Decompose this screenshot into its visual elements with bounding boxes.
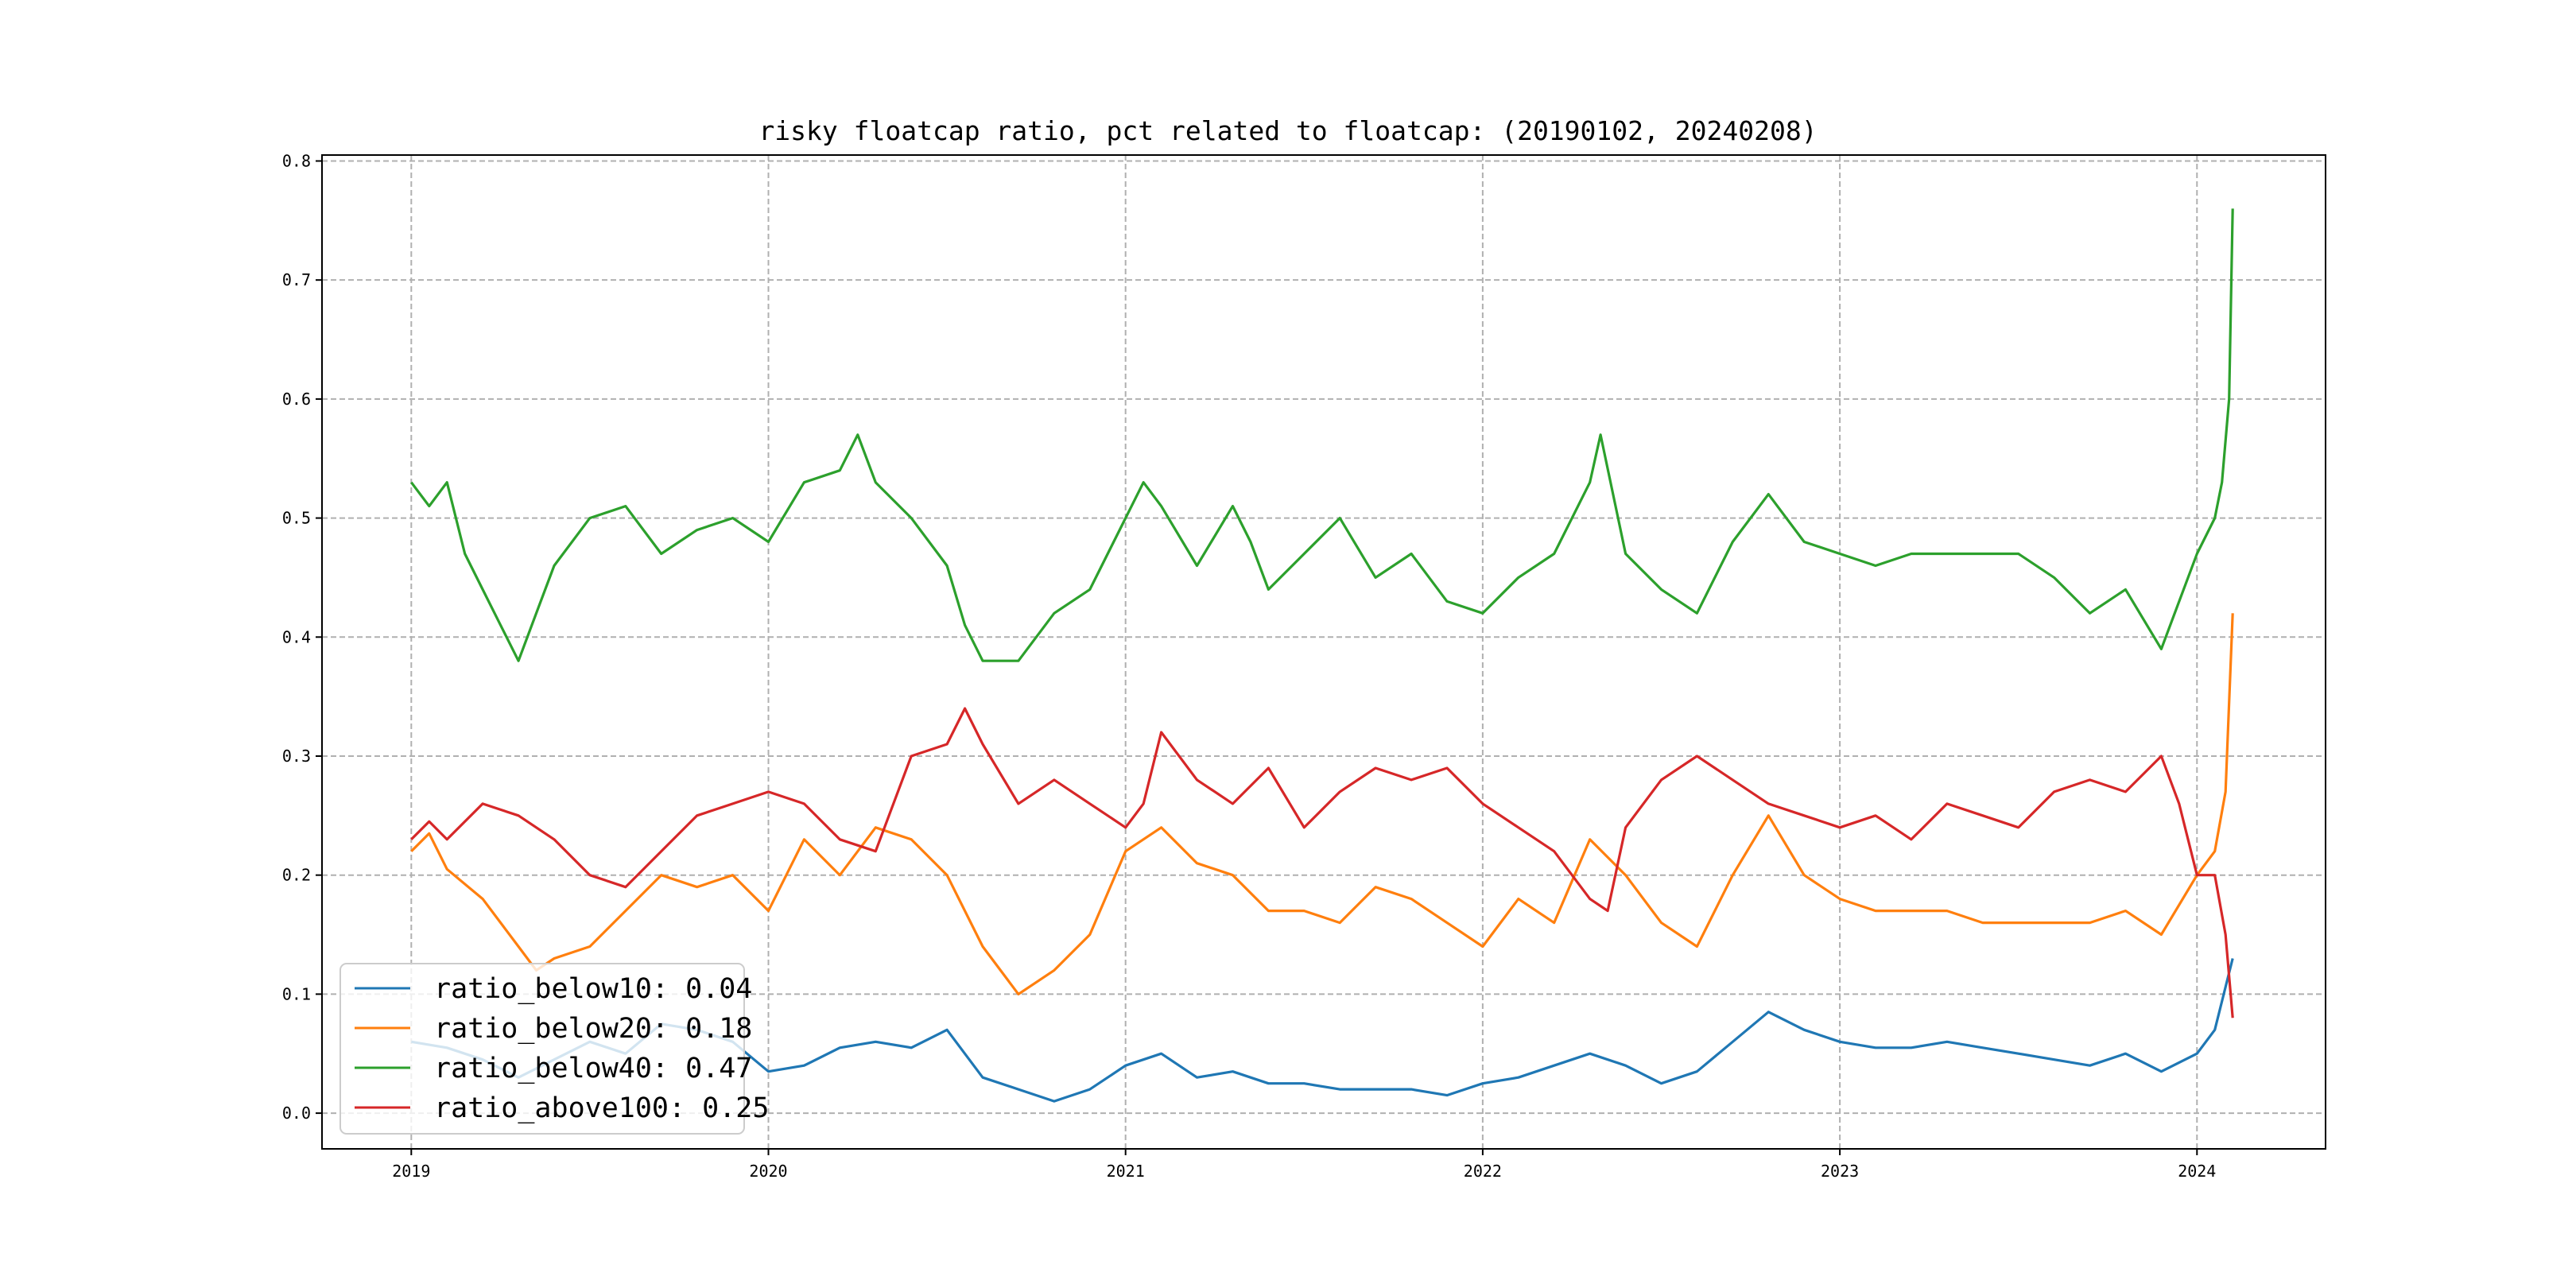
series-line-ratio-below20 [410,613,2234,995]
y-tick-label: 0.4 [282,627,311,646]
legend-box [339,963,745,1135]
y-tick-label: 0.7 [282,270,311,289]
x-tick-label: 2019 [392,1162,430,1181]
axes: 2019 2020 2021 2022 2023 2024 0.0 0.1 0.2 0.3 0.4 0… [282,151,2216,1181]
series-line-ratio-above100 [410,707,2234,1018]
x-tick-label: 2020 [749,1162,787,1181]
x-tick-label: 2024 [2178,1162,2216,1181]
series-line-ratio-below40 [410,208,2234,662]
x-tick-label: 2023 [1821,1162,1859,1181]
legend-label-ratio-below40: ratio_below40: 0.47 [434,1053,752,1084]
y-tick-label: 0.0 [282,1104,311,1123]
x-tick-label: 2021 [1107,1162,1145,1181]
y-tick-label: 0.5 [282,509,311,528]
y-tick-label: 0.2 [282,866,311,885]
legend-label-ratio-below20: ratio_below20: 0.18 [434,1013,752,1045]
y-tick-label: 0.3 [282,747,311,766]
legend-label-ratio-above100: ratio_above100: 0.25 [434,1092,769,1124]
legend: ratio_below10: 0.04 ratio_below20: 0.18 … [339,963,769,1135]
y-tick-label: 0.1 [282,984,311,1003]
chart-title: risky floatcap ratio, pct related to flo… [758,115,1817,146]
x-tick-label: 2022 [1464,1162,1502,1181]
y-tick-label: 0.8 [282,151,311,170]
plot-frame [321,154,2326,1150]
legend-label-ratio-below10: ratio_below10: 0.04 [434,973,752,1005]
y-tick-label: 0.6 [282,390,311,409]
